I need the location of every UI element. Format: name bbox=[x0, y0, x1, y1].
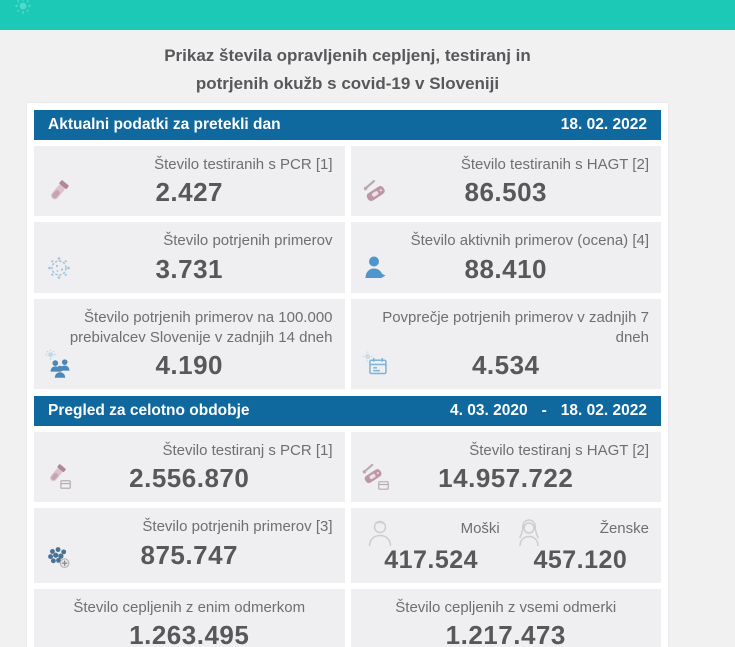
gender-male: Moški 417.524 bbox=[357, 517, 506, 574]
female-icon bbox=[512, 517, 544, 549]
stat-grid-current-day: Število testiranih s PCR [1] 2.427 Števi… bbox=[34, 146, 661, 389]
section-header-current-day: Aktualni podatki za pretekli dan 18. 02.… bbox=[34, 110, 661, 140]
stat-value: 1.263.495 bbox=[129, 619, 250, 647]
top-accent-bar bbox=[0, 0, 735, 30]
stat-label: Ženske bbox=[599, 520, 649, 538]
virus-logo-icon bbox=[12, 0, 34, 23]
page-title-line1: Prikaz števila opravljenih cepljenj, tes… bbox=[164, 46, 531, 65]
virus-icon bbox=[44, 253, 74, 283]
section-date: 18. 02. 2022 bbox=[560, 116, 647, 133]
stat-label: Število testiranih s HAGT [2] bbox=[460, 156, 649, 173]
antigen-test-icon bbox=[361, 176, 391, 206]
stat-value: 2.427 bbox=[155, 177, 224, 208]
stat-value: 14.957.722 bbox=[438, 463, 574, 494]
section-date-range: 4. 03. 2020 - 18. 02. 2022 bbox=[450, 402, 647, 420]
section-title: Aktualni podatki za pretekli dan bbox=[48, 116, 281, 133]
stat-label: Moški bbox=[460, 520, 500, 538]
section-title: Pregled za celotno obdobje bbox=[48, 402, 250, 419]
stat-value: 417.524 bbox=[384, 545, 479, 574]
pcr-calendar-icon bbox=[44, 462, 74, 492]
stat-card-tested-hagt: Število testiranih s HAGT [2] 86.503 bbox=[350, 146, 661, 217]
stat-card-by-gender: Moški 417.524 Ženske 457.120 bbox=[350, 508, 661, 583]
stat-card-tested-pcr: Število testiranih s PCR [1] 2.427 bbox=[34, 146, 345, 217]
stat-label: Število potrjenih primerov [3] bbox=[142, 518, 333, 536]
stat-label: Število cepljenih z enim odmerkom bbox=[73, 598, 306, 616]
stat-value: 1.217.473 bbox=[445, 619, 566, 647]
gender-female: Ženske 457.120 bbox=[506, 517, 655, 574]
date-from: 4. 03. 2020 bbox=[450, 402, 528, 419]
stat-card-confirmed-cases: Število potrjenih primerov 3.731 bbox=[34, 222, 345, 293]
stat-value: 875.747 bbox=[140, 539, 238, 570]
stat-label: Število aktivnih primerov (ocena) [4] bbox=[410, 232, 649, 250]
stat-value: 88.410 bbox=[464, 253, 548, 284]
stat-label: Število cepljenih z vsemi odmerki bbox=[395, 598, 617, 616]
stat-card-total-confirmed: Število potrjenih primerov [3] 875.747 bbox=[34, 508, 345, 583]
stat-label: Povprečje potrjenih primerov v zadnjih 7… bbox=[382, 308, 649, 346]
page-title: Prikaz števila opravljenih cepljenj, tes… bbox=[27, 42, 668, 98]
stat-label: Število potrjenih primerov bbox=[163, 232, 333, 250]
stat-label: Število testiranj s PCR [1] bbox=[162, 442, 333, 459]
male-icon bbox=[363, 517, 395, 549]
stat-card-vaccinated-all-doses: Število cepljenih z vsemi odmerki 1.217.… bbox=[350, 588, 661, 647]
page-title-line2: potrjenih okužb s covid-19 v Sloveniji bbox=[195, 74, 500, 94]
stat-card-total-hagt-tests: Število testiranj s HAGT [2] 14.957.722 bbox=[350, 432, 661, 503]
stat-value: 4.190 bbox=[155, 350, 224, 380]
date-separator: - bbox=[541, 402, 547, 419]
dashboard-card: Aktualni podatki za pretekli dan 18. 02.… bbox=[27, 103, 668, 647]
calendar-virus-icon bbox=[361, 349, 391, 379]
date-to: 18. 02. 2022 bbox=[560, 402, 647, 419]
stat-card-active-cases: Število aktivnih primerov (ocena) [4] 88… bbox=[350, 222, 661, 293]
antigen-calendar-icon bbox=[361, 462, 391, 492]
people-virus-icon bbox=[44, 349, 74, 379]
stat-label: Število testiranj s HAGT [2] bbox=[469, 442, 649, 459]
stat-value: 3.731 bbox=[155, 253, 224, 284]
stat-value: 4.534 bbox=[471, 350, 540, 380]
stat-grid-whole-period: Število testiranj s PCR [1] 2.556.870 bbox=[34, 432, 661, 647]
stat-card-7day-average: Povprečje potrjenih primerov v zadnjih 7… bbox=[350, 298, 661, 389]
people-plus-icon bbox=[44, 543, 74, 573]
stat-value: 86.503 bbox=[464, 177, 548, 208]
stat-value: 2.556.870 bbox=[129, 463, 250, 494]
pcr-test-tube-icon bbox=[44, 176, 74, 206]
stat-card-cases-per-100k: Število potrjenih primerov na 100.000 pr… bbox=[34, 298, 345, 389]
person-icon bbox=[361, 253, 391, 283]
stat-value: 457.120 bbox=[533, 545, 628, 574]
stat-label: Število testiranih s PCR [1] bbox=[154, 156, 333, 173]
stat-card-vaccinated-one-dose: Število cepljenih z enim odmerkom 1.263.… bbox=[34, 588, 345, 647]
section-header-whole-period: Pregled za celotno obdobje 4. 03. 2020 -… bbox=[34, 396, 661, 426]
stat-label: Število potrjenih primerov na 100.000 pr… bbox=[69, 308, 333, 346]
stat-card-total-pcr-tests: Število testiranj s PCR [1] 2.556.870 bbox=[34, 432, 345, 503]
